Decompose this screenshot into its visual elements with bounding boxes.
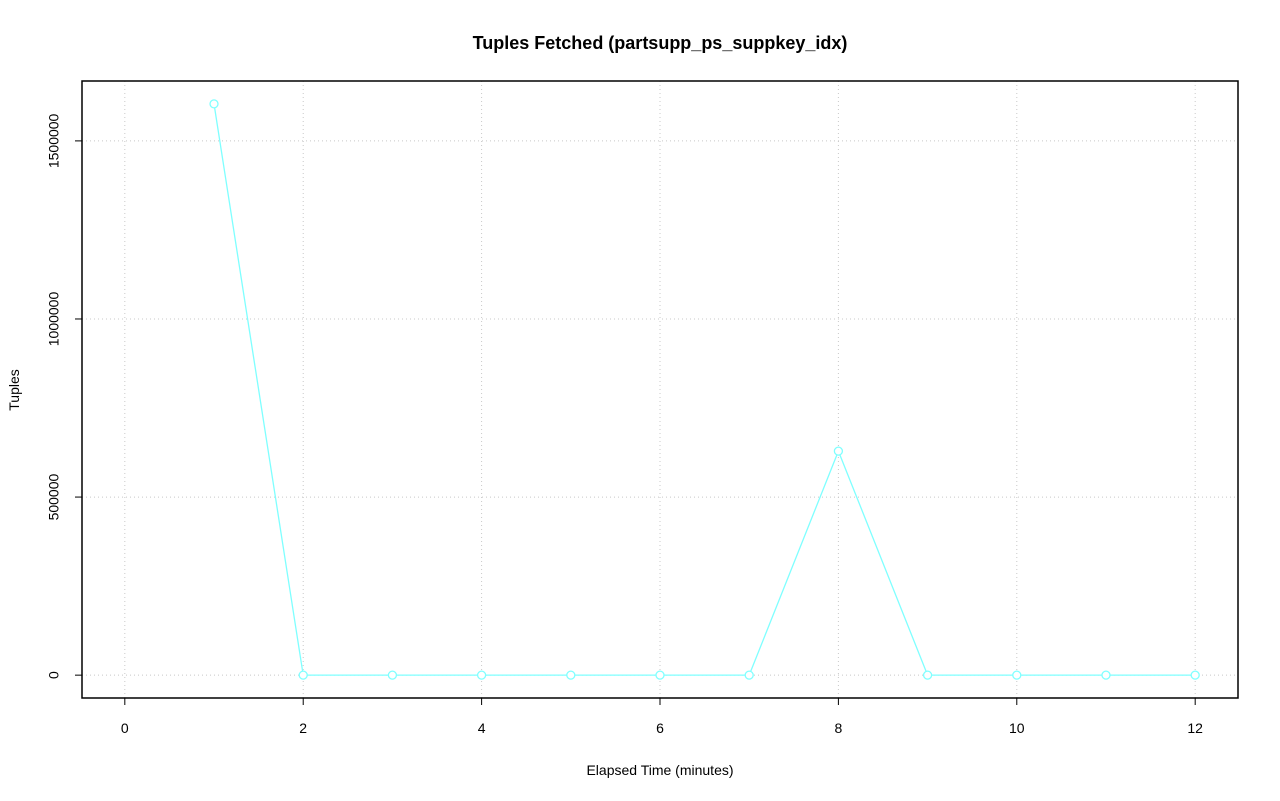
x-tick-label: 8	[834, 720, 842, 736]
data-point	[387, 670, 398, 680]
data-point	[1101, 670, 1111, 680]
data-line	[213, 103, 1196, 676]
data-point	[1190, 670, 1200, 680]
data-point	[476, 670, 487, 680]
data-point	[833, 446, 844, 456]
chart-title: Tuples Fetched (partsupp_ps_suppkey_idx)	[473, 33, 848, 53]
data-point	[655, 670, 665, 680]
x-tick-label: 2	[299, 720, 307, 736]
y-tick-label: 1000000	[46, 292, 62, 347]
y-axis-label: Tuples	[6, 369, 22, 411]
y-tick-label: 0	[46, 671, 62, 679]
data-point	[298, 670, 308, 680]
data-point	[744, 670, 754, 680]
x-tick-label: 6	[656, 720, 664, 736]
data-point	[922, 670, 933, 680]
x-tick-label: 4	[478, 720, 486, 736]
y-tick-label: 500000	[46, 473, 62, 520]
data-point	[566, 670, 576, 680]
plot-frame	[81, 80, 1239, 699]
x-tick-label: 0	[121, 720, 129, 736]
x-tick-label: 12	[1187, 720, 1203, 736]
data-point	[1012, 670, 1022, 680]
data-point	[209, 99, 219, 109]
x-tick-label: 10	[1009, 720, 1025, 736]
y-tick-label: 1500000	[46, 113, 62, 168]
x-axis-label: Elapsed Time (minutes)	[586, 762, 733, 778]
